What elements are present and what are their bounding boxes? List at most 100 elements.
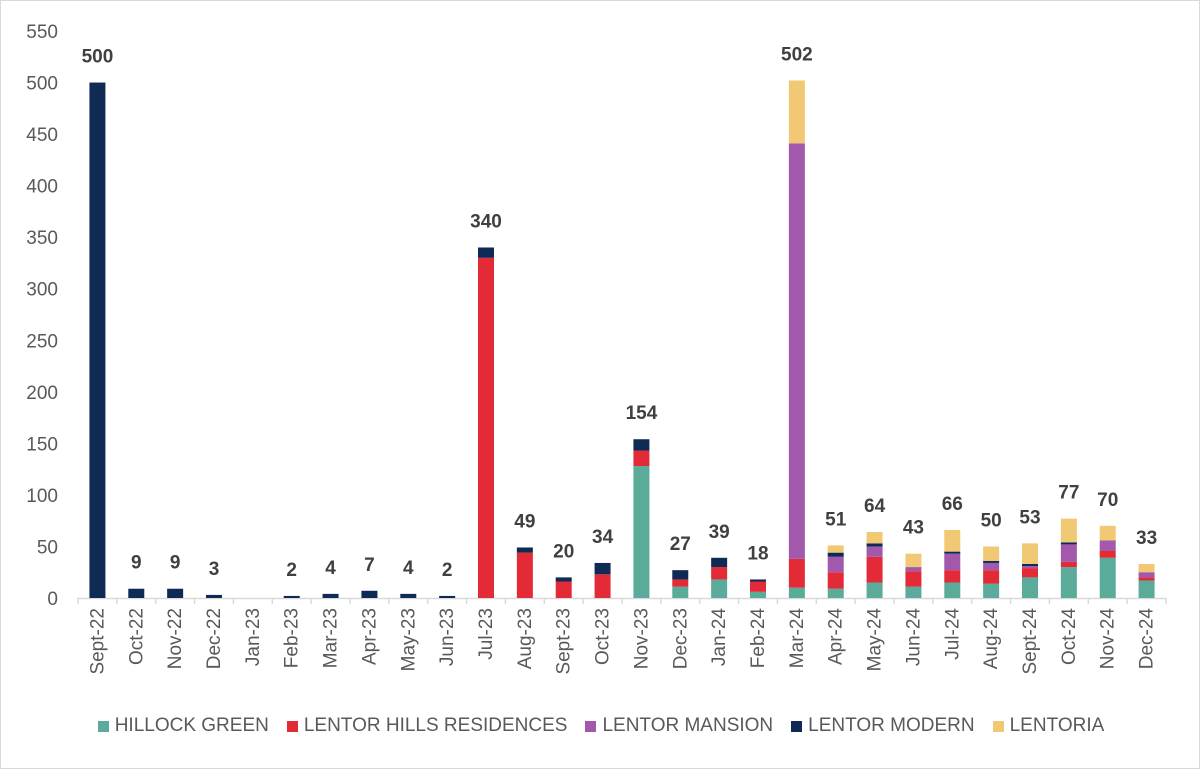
bar-segment-hillock-green bbox=[1138, 580, 1155, 598]
bar-segment-lentoria bbox=[1099, 525, 1116, 541]
x-tick-label: Jul-23 bbox=[476, 608, 497, 660]
total-data-label: 2 bbox=[286, 560, 297, 581]
bar-segment-lentor-hills-residences bbox=[594, 574, 611, 598]
bar-segment-lentor-mansion bbox=[788, 143, 805, 559]
bar-segment-lentor-hills-residences bbox=[944, 570, 961, 583]
bar-segment-lentor-hills-residences bbox=[983, 570, 1000, 584]
bar-segment-lentor-modern bbox=[1022, 563, 1038, 567]
bar-segment-hillock-green bbox=[827, 588, 844, 598]
bar-segment-hillock-green bbox=[944, 582, 961, 598]
bar-segment-lentor-modern bbox=[633, 439, 650, 451]
total-data-label: 500 bbox=[82, 47, 114, 68]
bar-segment-lentor-modern bbox=[439, 595, 456, 598]
total-data-label: 9 bbox=[170, 553, 181, 574]
bar-segment-lentor-hills-residences bbox=[1060, 561, 1077, 568]
x-tick-label: Aug-24 bbox=[981, 608, 1002, 670]
y-tick-label: 50 bbox=[37, 537, 58, 558]
bar-segment-lentoria bbox=[866, 532, 883, 544]
legend-item: LENTOR MANSION bbox=[585, 715, 773, 737]
x-tick-label: Mar-23 bbox=[321, 608, 342, 668]
total-data-label: 154 bbox=[626, 403, 658, 424]
legend-swatch bbox=[286, 720, 298, 732]
total-data-label: 43 bbox=[903, 518, 924, 539]
bar-segment-lentor-hills-residences bbox=[750, 581, 766, 592]
bar-segment-lentor-modern bbox=[983, 560, 1000, 563]
x-tick-label: Dec-23 bbox=[670, 608, 691, 669]
bar-segment-lentor-mansion bbox=[983, 562, 1000, 571]
bar-segment-lentor-modern bbox=[827, 552, 844, 557]
bar-segment-hillock-green bbox=[1022, 577, 1038, 598]
total-data-label: 66 bbox=[942, 494, 963, 515]
bar-segment-hillock-green bbox=[788, 587, 805, 598]
legend-label: LENTOR MODERN bbox=[808, 715, 975, 736]
bar-segment-hillock-green bbox=[983, 583, 1000, 598]
bar-segment-lentor-hills-residences bbox=[1022, 568, 1038, 578]
bar-segment-hillock-green bbox=[711, 579, 728, 598]
legend-item: LENTORIA bbox=[992, 715, 1105, 737]
bar-segment-lentor-hills-residences bbox=[1138, 577, 1155, 581]
x-tick-label: May-24 bbox=[865, 608, 886, 672]
bar-segment-lentor-modern bbox=[283, 595, 300, 598]
x-tick-label: Oct-24 bbox=[1059, 608, 1080, 665]
bar-segment-hillock-green bbox=[633, 466, 650, 598]
total-data-label: 53 bbox=[1019, 507, 1040, 528]
x-tick-label: Mar-24 bbox=[787, 608, 808, 669]
legend: HILLOCK GREEN LENTOR HILLS RESIDENCES LENT… bbox=[1, 715, 1200, 737]
legend-item: LENTOR MODERN bbox=[791, 715, 975, 737]
total-data-label: 50 bbox=[981, 510, 1002, 531]
bar-segment-lentor-modern bbox=[516, 547, 533, 553]
bar-segment-lentoria bbox=[1060, 518, 1077, 543]
x-tick-label: Oct-23 bbox=[593, 608, 614, 665]
y-tick-label: 200 bbox=[26, 383, 58, 404]
y-tick-label: 0 bbox=[47, 589, 58, 610]
bar-segment-lentor-modern bbox=[1060, 542, 1077, 545]
bar-segment-lentoria bbox=[1022, 543, 1038, 564]
bar-segment-lentor-modern bbox=[361, 590, 378, 598]
bar-segment-lentoria bbox=[983, 546, 1000, 561]
total-data-label: 340 bbox=[470, 211, 502, 232]
bar-segment-lentor-modern bbox=[594, 562, 611, 575]
bar-segment-lentor-hills-residences bbox=[827, 572, 844, 589]
bar-segment-lentor-hills-residences bbox=[788, 558, 805, 588]
total-data-label: 51 bbox=[825, 509, 847, 530]
total-data-label: 27 bbox=[670, 534, 691, 555]
bar-segment-lentor-modern bbox=[944, 551, 961, 554]
y-tick-label: 250 bbox=[26, 331, 58, 352]
legend-swatch bbox=[791, 720, 803, 732]
x-tick-label: Aug-23 bbox=[515, 608, 536, 669]
bar-segment-lentor-mansion bbox=[866, 546, 883, 557]
legend-label: LENTORIA bbox=[1009, 715, 1105, 736]
total-data-label: 4 bbox=[325, 558, 336, 579]
x-tick-label: Sept-24 bbox=[1020, 608, 1041, 675]
total-data-label: 9 bbox=[131, 553, 142, 574]
bar-segment-lentoria bbox=[944, 529, 961, 552]
bar-segment-lentor-mansion bbox=[1138, 572, 1155, 578]
x-tick-label: Oct-22 bbox=[126, 608, 147, 665]
x-tick-label: Nov-24 bbox=[1098, 608, 1119, 670]
bar-segment-lentor-hills-residences bbox=[672, 579, 689, 587]
total-data-label: 77 bbox=[1058, 483, 1079, 504]
bar-segment-hillock-green bbox=[1060, 567, 1077, 598]
bar-segment-lentor-hills-residences bbox=[1099, 550, 1116, 558]
bar-segment-lentor-modern bbox=[478, 247, 494, 258]
total-data-label: 2 bbox=[442, 560, 453, 581]
bar-segment-lentor-modern bbox=[167, 588, 184, 598]
legend-item: HILLOCK GREEN bbox=[97, 715, 269, 737]
x-tick-label: Apr-23 bbox=[359, 608, 380, 665]
bar-segment-lentoria bbox=[788, 80, 805, 144]
bar-segment-lentor-modern bbox=[400, 593, 417, 598]
bar-segment-hillock-green bbox=[905, 586, 922, 598]
legend-label: HILLOCK GREEN bbox=[114, 715, 269, 736]
y-tick-label: 550 bbox=[26, 22, 58, 43]
bar-segment-lentoria bbox=[905, 553, 922, 568]
total-data-label: 502 bbox=[781, 44, 813, 65]
total-data-label: 34 bbox=[592, 527, 614, 548]
bar-segment-lentor-hills-residences bbox=[866, 556, 883, 583]
bar-segment-lentoria bbox=[827, 545, 844, 553]
bar-segment-lentor-modern bbox=[866, 543, 883, 547]
x-tick-label: Dec-24 bbox=[1137, 608, 1158, 670]
total-data-label: 3 bbox=[209, 559, 220, 580]
y-tick-label: 400 bbox=[26, 177, 58, 198]
y-tick-label: 100 bbox=[26, 486, 58, 507]
